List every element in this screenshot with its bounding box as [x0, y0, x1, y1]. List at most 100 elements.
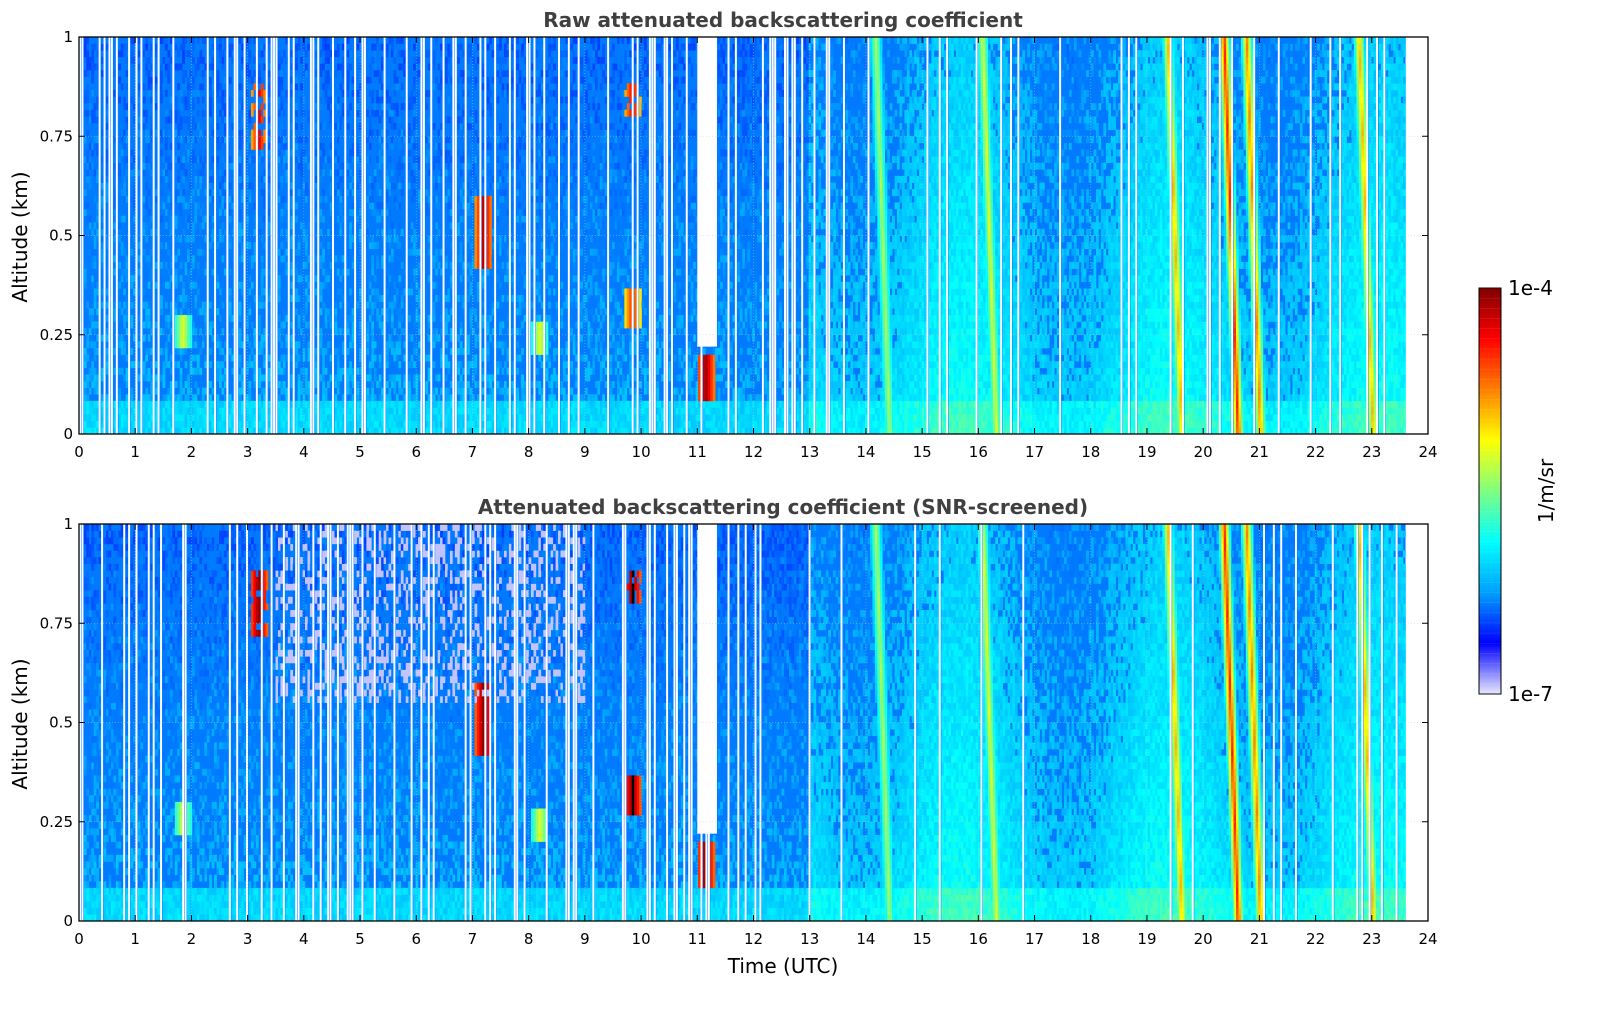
- heatmap-cell: [174, 427, 178, 435]
- heatmap-cell: [137, 189, 141, 197]
- heatmap-cell: [388, 420, 392, 428]
- heatmap-cell: [260, 288, 264, 296]
- heatmap-cell: [572, 175, 576, 183]
- heatmap-cell: [417, 288, 421, 296]
- heatmap-cell: [359, 123, 362, 130]
- heatmap-cell: [530, 400, 534, 408]
- heatmap-cell: [462, 149, 465, 157]
- heatmap-cell: [469, 407, 473, 415]
- heatmap-cell: [481, 268, 485, 276]
- heatmap-cell: [378, 70, 382, 77]
- heatmap-cell: [516, 295, 520, 302]
- heatmap-cell: [351, 255, 355, 263]
- heatmap-cell: [329, 268, 333, 276]
- heatmap-cell: [285, 407, 289, 415]
- heatmap-cell: [334, 301, 338, 309]
- heatmap-cell: [506, 70, 510, 77]
- heatmap-cell: [368, 275, 372, 283]
- heatmap-cell: [184, 50, 188, 58]
- heatmap-cell: [462, 37, 465, 44]
- heatmap-cell: [137, 169, 141, 177]
- heatmap-cell: [555, 209, 559, 216]
- heatmap-cell: [201, 70, 205, 77]
- heatmap-cell: [93, 414, 97, 422]
- heatmap-cell: [339, 420, 343, 428]
- heatmap-cell: [417, 354, 421, 362]
- heatmap-cell: [476, 56, 480, 64]
- heatmap-cell: [553, 347, 556, 355]
- heatmap-cell: [307, 63, 311, 71]
- heatmap-cell: [555, 76, 559, 84]
- heatmap-cell: [417, 414, 421, 422]
- heatmap-cell: [459, 381, 463, 388]
- heatmap-cell: [248, 70, 252, 77]
- heatmap-cell: [258, 341, 262, 349]
- heatmap-cell: [351, 189, 355, 197]
- heatmap-cell: [462, 195, 465, 203]
- heatmap-cell: [169, 162, 173, 170]
- heatmap-cell: [359, 235, 362, 243]
- heatmap-cell: [322, 394, 325, 402]
- heatmap-cell: [199, 328, 203, 336]
- heatmap-cell: [496, 63, 500, 71]
- heatmap-cell: [177, 321, 181, 329]
- heatmap-cell: [223, 394, 227, 402]
- heatmap-cell: [277, 275, 281, 283]
- heatmap-cell: [169, 314, 173, 322]
- heatmap-cell: [191, 228, 195, 236]
- heatmap-cell: [472, 202, 475, 210]
- heatmap-cell: [467, 89, 470, 97]
- heatmap-cell: [474, 189, 478, 197]
- heatmap-cell: [393, 235, 397, 243]
- heatmap-cell: [597, 56, 601, 64]
- heatmap-cell: [565, 414, 569, 422]
- heatmap-cell: [516, 367, 520, 375]
- heatmap-cell: [130, 189, 134, 197]
- heatmap-cell: [545, 255, 549, 263]
- heatmap-cell: [602, 222, 605, 230]
- heatmap-cell: [302, 414, 306, 422]
- heatmap-cell: [248, 156, 252, 164]
- heatmap-cell: [238, 288, 242, 296]
- heatmap-cell: [371, 381, 375, 388]
- heatmap-cell: [204, 427, 208, 435]
- heatmap-cell: [179, 341, 183, 349]
- heatmap-cell: [277, 109, 281, 117]
- heatmap-cell: [231, 314, 235, 322]
- heatmap-cell: [572, 83, 576, 91]
- heatmap-cell: [390, 248, 394, 256]
- heatmap-cell: [545, 341, 549, 349]
- heatmap-cell: [395, 83, 399, 91]
- heatmap-cell: [585, 255, 588, 263]
- heatmap-cell: [474, 129, 478, 137]
- heatmap-cell: [386, 414, 389, 422]
- heatmap-cell: [280, 136, 284, 144]
- heatmap-cell: [521, 142, 524, 150]
- heatmap-cell: [204, 261, 208, 269]
- heatmap-cell: [538, 387, 542, 395]
- heatmap-cell: [300, 109, 303, 117]
- heatmap-cell: [496, 400, 500, 408]
- heatmap-cell: [486, 156, 490, 164]
- heatmap-cell: [602, 407, 605, 415]
- heatmap-cell: [580, 314, 583, 322]
- heatmap-cell: [295, 123, 298, 130]
- heatmap-cell: [376, 414, 379, 422]
- heatmap-cell: [123, 116, 126, 124]
- heatmap-cell: [538, 281, 542, 289]
- heatmap-cell: [201, 116, 205, 124]
- heatmap-cell: [86, 334, 90, 342]
- heatmap-cell: [616, 341, 620, 349]
- heatmap-cell: [304, 63, 308, 71]
- heatmap-cell: [118, 228, 122, 236]
- heatmap-cell: [280, 381, 284, 388]
- heatmap-cell: [167, 195, 171, 203]
- heatmap-cell: [359, 215, 362, 223]
- heatmap-cell: [400, 314, 404, 322]
- heatmap-cell: [386, 109, 389, 117]
- heatmap-cell: [548, 328, 551, 336]
- heatmap-cell: [413, 142, 416, 150]
- heatmap-cell: [93, 275, 97, 283]
- heatmap-cell: [616, 70, 620, 77]
- heatmap-cell: [88, 103, 92, 111]
